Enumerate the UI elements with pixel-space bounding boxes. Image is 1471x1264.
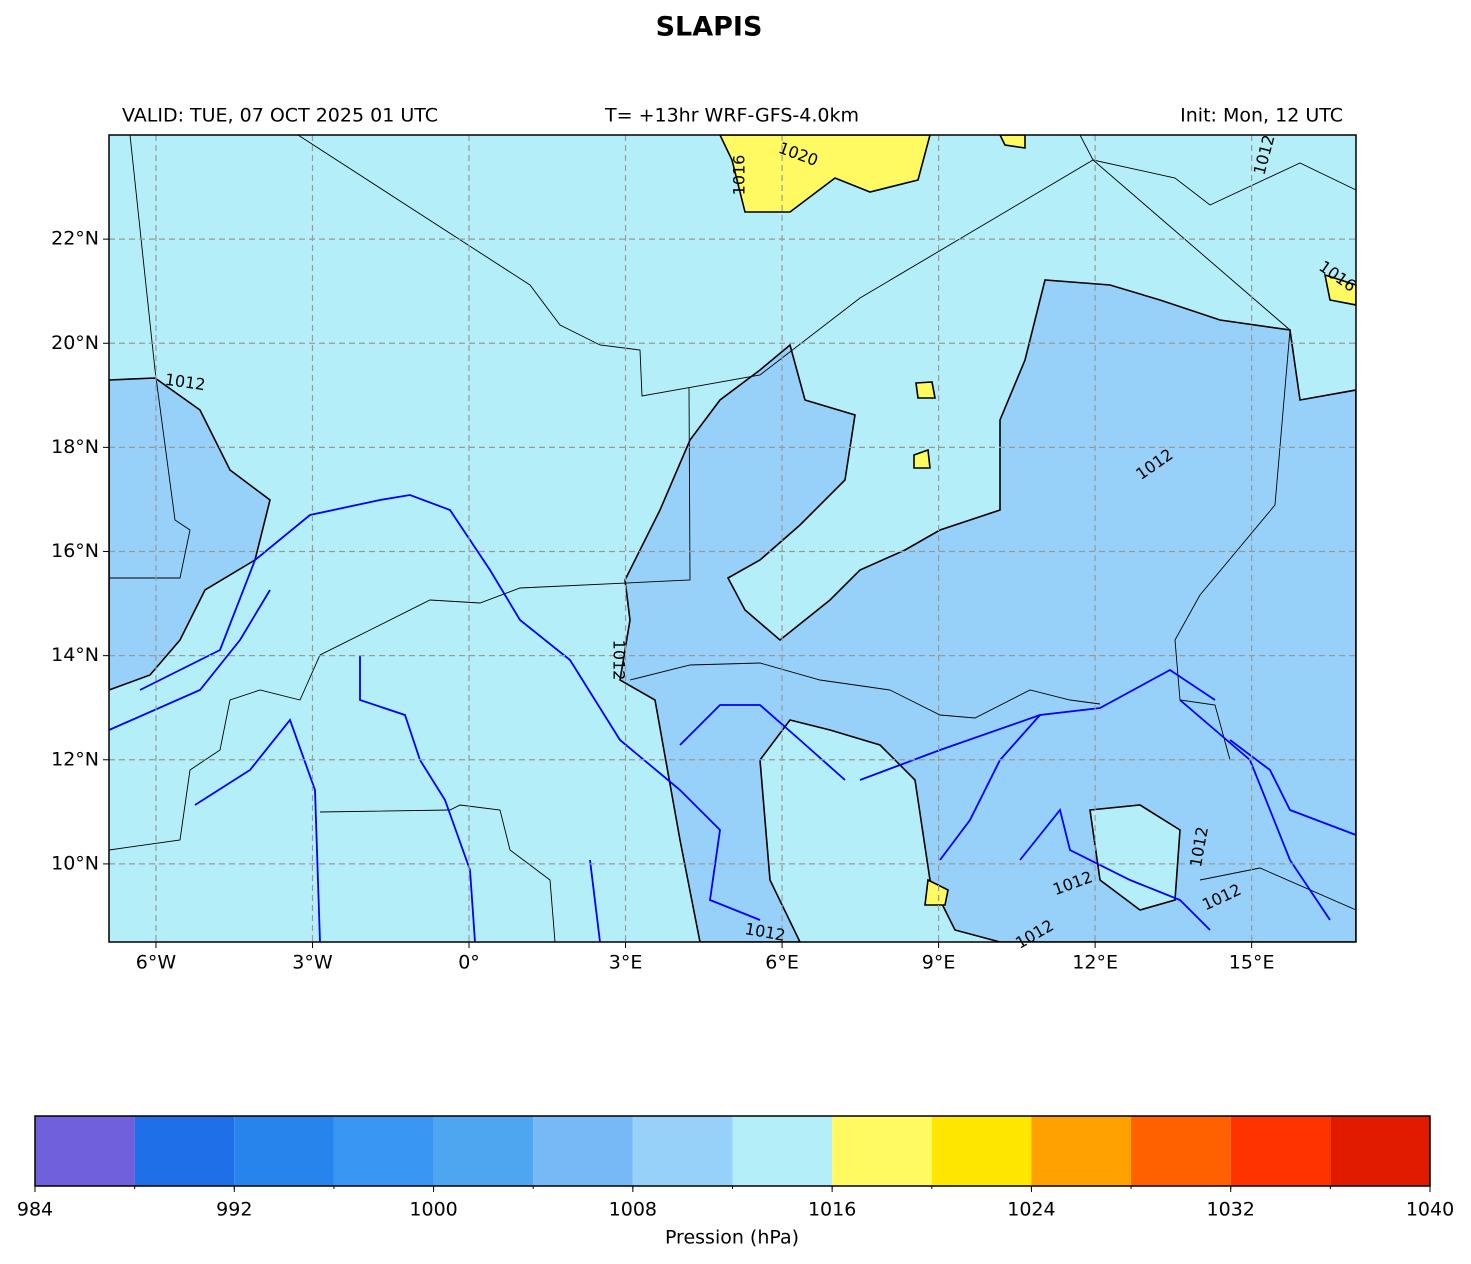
colorbar-swatch — [1230, 1116, 1331, 1186]
colorbar-swatch — [1031, 1116, 1132, 1186]
y-tick-label: 16°N — [51, 540, 99, 562]
colorbar-tick-label: 984 — [17, 1199, 53, 1221]
colorbar-swatch — [1131, 1116, 1231, 1186]
colorbar-swatch — [732, 1116, 833, 1186]
colorbar-swatch — [931, 1116, 1032, 1186]
border — [109, 387, 691, 851]
colorbar-tick-label: 1024 — [1007, 1199, 1055, 1221]
colorbar-tick-label: 1016 — [808, 1199, 856, 1221]
border — [1079, 135, 1291, 761]
y-tick-label: 12°N — [51, 748, 99, 770]
x-tick-label: 0° — [458, 952, 480, 974]
title: SLAPIS — [656, 12, 763, 43]
colorbar-swatch — [1330, 1116, 1430, 1186]
river — [939, 714, 1041, 861]
high-pressure-area — [915, 381, 936, 399]
header-left: VALID: TUE, 07 OCT 2025 01 UTC — [122, 105, 438, 127]
colorbar-swatch — [632, 1116, 733, 1186]
x-tick-label: 3°W — [292, 952, 333, 974]
x-tick-label: 3°E — [609, 952, 643, 974]
y-tick-label: 14°N — [51, 644, 99, 666]
x-tick-label: 9°E — [922, 952, 956, 974]
x-tick-label: 6°W — [136, 952, 177, 974]
border — [297, 135, 1356, 397]
map-frame — [108, 134, 1357, 943]
colorbar-tick-label: 1032 — [1207, 1199, 1255, 1221]
colorbar-tick-label: 1040 — [1406, 1199, 1454, 1221]
river — [139, 494, 761, 921]
high-pressure-area — [913, 448, 931, 469]
colorbar-swatch — [533, 1116, 633, 1186]
river — [589, 859, 601, 942]
colorbar-tick-label: 1008 — [609, 1199, 657, 1221]
map — [109, 135, 1356, 942]
y-tick-label: 18°N — [51, 436, 99, 458]
border — [319, 804, 556, 942]
river — [1179, 699, 1331, 921]
header-center: T= +13hr WRF-GFS-4.0km — [604, 105, 859, 127]
low-pressure-area — [619, 279, 1356, 942]
border — [1199, 867, 1356, 911]
river — [1229, 739, 1356, 836]
river — [859, 668, 1216, 781]
colorbar-tick-label: 992 — [216, 1199, 252, 1221]
colorbar-swatch — [35, 1116, 135, 1186]
high-pressure-area — [1323, 273, 1356, 306]
x-tick-label: 12°E — [1072, 952, 1118, 974]
high-pressure-area — [924, 878, 949, 906]
border — [109, 135, 191, 579]
contour-label: 1012 — [610, 640, 629, 681]
y-tick-label: 20°N — [51, 332, 99, 354]
colorbar-swatch — [333, 1116, 434, 1186]
pressure-island — [1089, 804, 1181, 911]
y-tick-label: 10°N — [51, 852, 99, 874]
river — [679, 704, 846, 781]
contour-label: 1016 — [730, 155, 749, 196]
colorbar-tick-label: 1000 — [409, 1199, 457, 1221]
colorbar-swatch — [234, 1116, 334, 1186]
header-right: Init: Mon, 12 UTC — [1180, 105, 1343, 127]
colorbar-swatch — [134, 1116, 235, 1186]
river — [109, 589, 271, 731]
colorbar-swatch — [832, 1116, 932, 1186]
river — [1019, 808, 1211, 931]
colorbar-swatch — [433, 1116, 534, 1186]
high-pressure-area — [999, 135, 1026, 149]
y-tick-label: 22°N — [51, 228, 99, 250]
x-tick-label: 15°E — [1229, 952, 1275, 974]
river — [194, 718, 321, 942]
high-pressure-area — [719, 135, 931, 213]
colorbar-label: Pression (hPa) — [665, 1227, 799, 1249]
x-tick-label: 6°E — [765, 952, 799, 974]
border — [629, 662, 1101, 719]
